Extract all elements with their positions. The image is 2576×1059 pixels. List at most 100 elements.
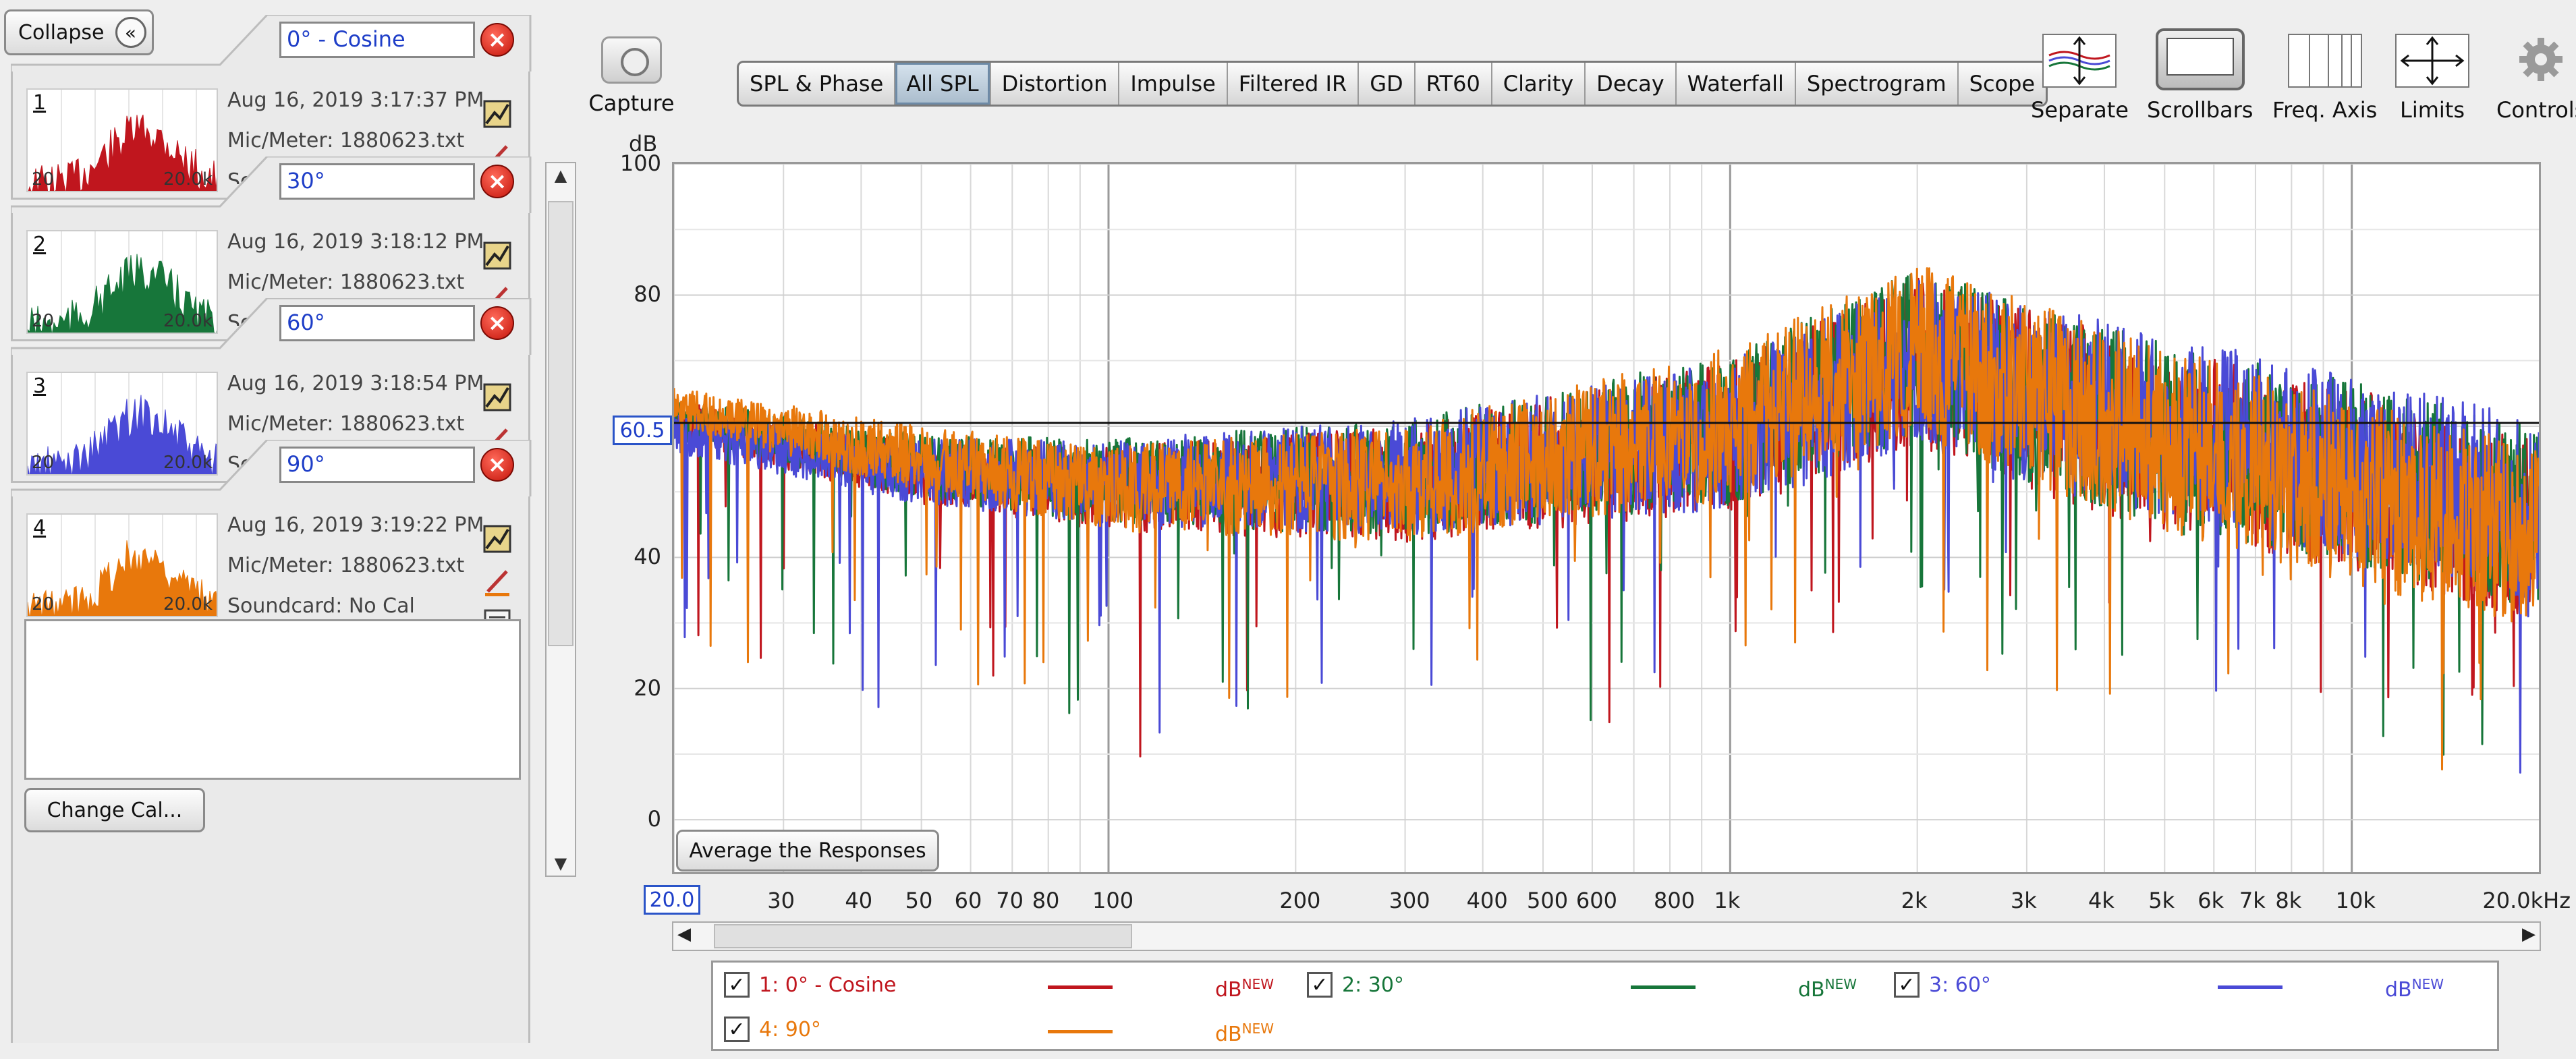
legend-checkbox[interactable]: ✓ [1894,972,1920,998]
measurement-name-input[interactable]: 30° [279,163,475,200]
notes-textarea[interactable] [24,619,521,780]
tab-rt60[interactable]: RT60 [1416,63,1492,105]
x-tick-label: 400 [1466,888,1508,913]
tab-scope[interactable]: Scope [1969,71,2036,96]
x-tick-label: 10k [2335,888,2376,913]
limits-button[interactable]: Limits [2395,34,2469,123]
spl-plot-area[interactable] [672,162,2541,874]
x-tick-label: 70 [996,888,1024,913]
measurement-thumbnail[interactable]: 1 20 20.0k [26,88,218,192]
legend-db-unit: dBNEW [1215,976,1274,1002]
capture-button[interactable]: Capture [584,36,679,124]
measurement-name-input[interactable]: 60° [279,305,475,341]
hscroll-thumb[interactable] [714,924,1132,948]
thumbnail-graph [28,231,217,333]
thumbnail-trace [28,540,217,616]
measurement-number: 1 [33,91,47,115]
x-tick-label: 7k [2239,888,2266,913]
y-tick-label: 80 [634,281,661,308]
measurement-number: 2 [33,233,47,256]
legend-new-tag: NEW [2411,976,2444,992]
legend-panel: ✓ 1: 0° - Cosine dBNEW ✓ 2: 30° dBNEW ✓ 3: 60° d… [711,961,2499,1051]
scroll-up-icon[interactable]: ▲ [554,166,567,185]
measurement-thumbnail[interactable]: 2 20 20.0k [26,230,218,334]
legend-new-tag: NEW [1241,976,1274,992]
measurement-name-input[interactable]: 0° - Cosine [279,22,475,58]
thumb-axis-hi: 20.0k [163,453,213,473]
scroll-right-icon[interactable]: ▶ [2522,924,2536,944]
legend-db-label: dB [1798,978,1825,1002]
x-tick-label: 8k [2275,888,2302,913]
legend-item[interactable]: ✓ 3: 60° [1894,972,1991,998]
freq-axis-button[interactable]: Freq. Axis [2272,34,2377,123]
measurement-mic: Mic/Meter: 1880623.txt [227,554,465,577]
legend-checkbox[interactable]: ✓ [724,972,750,998]
scroll-down-icon[interactable]: ▼ [554,854,567,873]
collapse-button[interactable]: Collapse « [4,9,154,55]
scroll-left-icon[interactable]: ◀ [677,924,691,944]
spl-chart-svg [674,164,2539,872]
x-tick-label: 4k [2088,888,2115,913]
legend-db-unit: dBNEW [1798,976,1857,1002]
tab-gd[interactable]: GD [1359,63,1416,105]
controls-label: Controls [2496,97,2576,123]
color-pen-icon[interactable] [482,567,512,597]
chart-edit-icon[interactable] [482,241,512,270]
remove-measurement-icon[interactable]: × [480,448,514,482]
chart-edit-icon[interactable] [482,382,512,412]
measurement-date: Aug 16, 2019 3:19:22 PM [227,513,484,537]
measurement-date: Aug 16, 2019 3:17:37 PM [227,88,484,112]
tab-waterfall[interactable]: Waterfall [1677,63,1796,105]
measurement-scrollbar[interactable]: ▲ ▼ [545,162,576,877]
measurement-mic: Mic/Meter: 1880623.txt [227,270,465,294]
separate-button[interactable]: Separate [2031,34,2129,123]
chart-edit-icon[interactable] [482,99,512,129]
remove-measurement-icon[interactable]: × [480,23,514,57]
thumbnail-trace [28,395,217,474]
scrollbar-thumb[interactable] [548,201,573,646]
measurement-date: Aug 16, 2019 3:18:12 PM [227,230,484,254]
tab-all-spl[interactable]: All SPL [895,63,991,105]
thumb-axis-lo: 20 [32,594,55,614]
change-cal-button[interactable]: Change Cal... [24,788,205,832]
tab-impulse[interactable]: Impulse [1119,63,1228,105]
x-tick-label: 3k [2010,888,2037,913]
measurement-thumbnail[interactable]: 3 20 20.0k [26,372,218,476]
tab-distortion[interactable]: Distortion [991,63,1120,105]
freq-axis-icon [2287,34,2362,88]
legend-db-label: dB [1215,1023,1242,1046]
tab-filtered-ir[interactable]: Filtered IR [1228,63,1360,105]
collapse-label: Collapse [18,20,105,45]
controls-button[interactable]: Controls [2496,34,2576,123]
legend-checkbox[interactable]: ✓ [724,1017,750,1042]
chart-edit-icon[interactable] [482,524,512,554]
scrollbars-icon [2155,28,2245,90]
scrollbars-button[interactable]: Scrollbars [2147,28,2253,123]
tab-spectrogram[interactable]: Spectrogram [1796,63,1959,105]
measurement-thumbnail[interactable]: 4 20 20.0k [26,513,218,617]
measurement-name-input[interactable]: 90° [279,447,475,483]
thumbnail-graph [28,90,217,191]
average-responses-button[interactable]: Average the Responses [676,830,939,871]
legend-item[interactable]: ✓ 1: 0° - Cosine [724,972,896,998]
measurement-soundcard: Soundcard: No Cal [227,594,415,618]
reference-level-field[interactable]: 60.5 [613,416,672,445]
legend-checkbox[interactable]: ✓ [1307,972,1333,998]
frequency-scrollbar[interactable]: ◀ ▶ [672,921,2541,951]
x-tick-label: 1k [1714,888,1741,913]
x-tick-label: 50 [905,888,933,913]
separate-icon [2042,34,2117,88]
tab-decay[interactable]: Decay [1586,63,1677,105]
legend-item[interactable]: ✓ 4: 90° [724,1017,821,1042]
remove-measurement-icon[interactable]: × [480,306,514,340]
tab-clarity[interactable]: Clarity [1492,63,1586,105]
thumbnail-trace [28,115,217,191]
x-tick-label: 600 [1575,888,1617,913]
thumb-axis-hi: 20.0k [163,594,213,614]
tab-spl-phase[interactable]: SPL & Phase [739,63,896,105]
remove-measurement-icon[interactable]: × [480,165,514,198]
legend-item[interactable]: ✓ 2: 30° [1307,972,1404,998]
x-axis-start-field[interactable]: 20.0 [644,885,700,915]
legend-line-swatch [1631,985,1696,989]
measurement-tab: 0° - Cosine × [11,15,532,71]
